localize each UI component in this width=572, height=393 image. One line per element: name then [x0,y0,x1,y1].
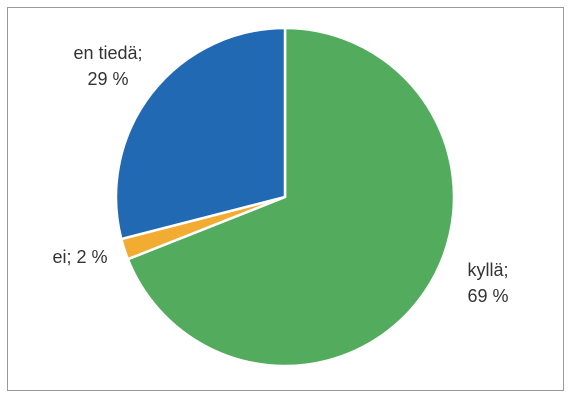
label-kylla-line2: 69 % [467,286,508,306]
slice-en-tieda [114,26,287,241]
label-en-tieda-line1: en tiedä; [73,43,142,63]
label-ei: ei; 2 % [52,247,107,267]
label-kylla-line1: kyllä; [467,260,508,280]
slice-kylla [126,26,456,368]
pie-slices [114,26,456,368]
label-en-tieda-line2: 29 % [87,69,128,89]
